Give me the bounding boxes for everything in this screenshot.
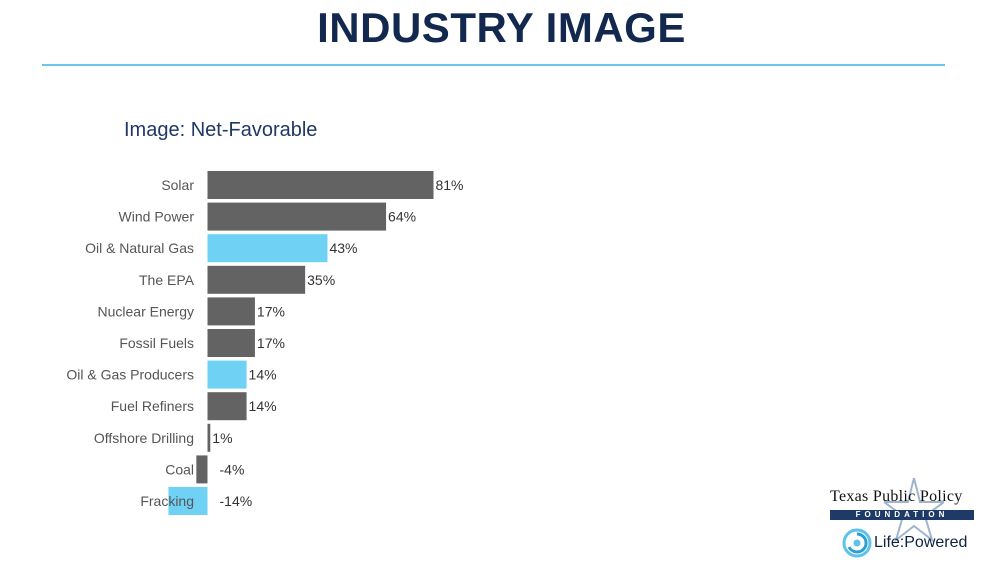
value-label: -14% — [220, 493, 253, 509]
bar-the-epa — [207, 265, 306, 294]
bar-nuclear-energy — [207, 297, 255, 326]
value-label: 81% — [435, 177, 463, 193]
bar-offshore-drilling — [207, 423, 211, 452]
value-label: 64% — [388, 209, 416, 225]
category-label: Wind Power — [119, 209, 195, 225]
value-label: 1% — [212, 430, 232, 446]
category-label: Oil & Natural Gas — [85, 240, 194, 256]
value-label: 17% — [257, 303, 285, 319]
bar-wind-power — [207, 202, 387, 231]
tppf-logo: Texas Public Policy FOUNDATION Life:Powe… — [826, 478, 996, 560]
value-label: -4% — [220, 461, 245, 477]
chart-title: Image: Net-Favorable — [124, 119, 318, 141]
value-label: 43% — [329, 240, 357, 256]
bar-oil-gas-producers — [207, 360, 247, 389]
swirl-icon — [842, 528, 872, 558]
value-label: 35% — [307, 272, 335, 288]
category-label: Fracking — [140, 493, 194, 509]
value-label: 17% — [257, 335, 285, 351]
slide-title: INDUSTRY IMAGE — [317, 4, 686, 51]
category-label: The EPA — [139, 272, 195, 288]
category-label: Fossil Fuels — [119, 335, 194, 351]
value-label: 14% — [249, 398, 277, 414]
tppf-subtitle: FOUNDATION — [830, 510, 974, 520]
star-icon — [884, 478, 944, 543]
category-label: Nuclear Energy — [98, 303, 195, 319]
bar-coal — [196, 455, 208, 484]
bar-oil-natural-gas — [207, 234, 328, 263]
category-label: Coal — [165, 461, 194, 477]
tppf-name: Texas Public Policy — [830, 488, 963, 505]
lifepowered-logo-text: Life:Powered — [874, 534, 968, 551]
bar-solar — [207, 171, 434, 199]
category-label: Fuel Refiners — [111, 398, 194, 414]
bar-fossil-fuels — [207, 329, 255, 357]
category-label: Oil & Gas Producers — [66, 367, 194, 383]
value-label: 14% — [249, 367, 277, 383]
category-label: Offshore Drilling — [94, 430, 194, 446]
title-divider — [42, 64, 945, 66]
bar-fuel-refiners — [207, 392, 247, 421]
bar-fracking — [168, 487, 208, 515]
category-label: Solar — [161, 177, 194, 193]
